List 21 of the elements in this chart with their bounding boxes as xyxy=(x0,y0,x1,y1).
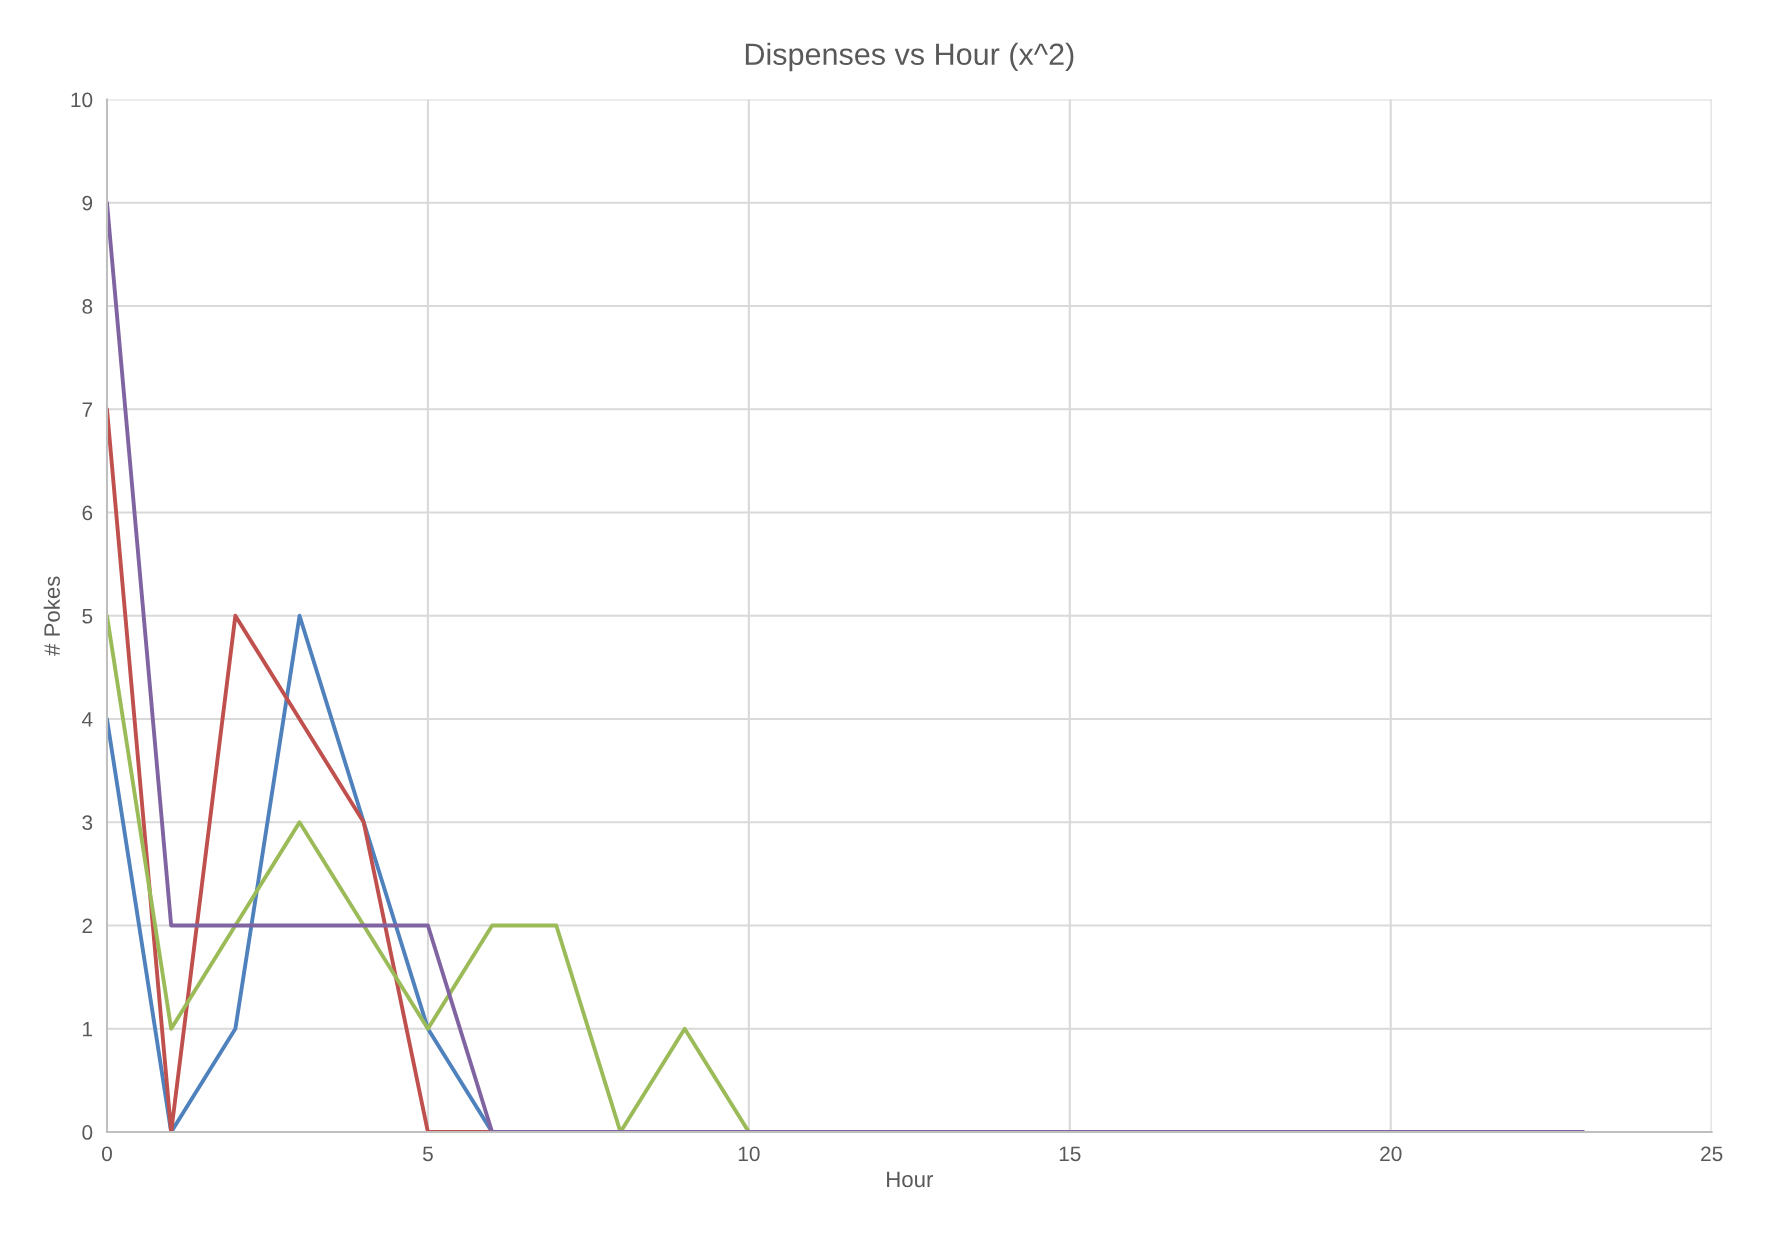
y-tick-label: 2 xyxy=(82,918,93,934)
y-tick-label: 7 xyxy=(82,402,93,417)
y-tick-label: 9 xyxy=(82,195,93,211)
line-series xyxy=(106,613,751,1133)
x-tick-label: 10 xyxy=(738,1146,760,1162)
y-axis-title: # Pokes xyxy=(43,576,60,656)
y-tick-label: 10 xyxy=(71,92,93,108)
x-tick-label: 0 xyxy=(102,1146,112,1162)
y-tick-label: 4 xyxy=(81,712,93,727)
y-tick-label: 6 xyxy=(82,505,93,521)
y-tick-label: 3 xyxy=(82,815,93,831)
y-tick-label: 1 xyxy=(83,1022,93,1037)
y-tick-label: 5 xyxy=(82,609,93,624)
x-tick-label: 20 xyxy=(1380,1146,1402,1162)
y-tick-label: 8 xyxy=(82,299,93,314)
x-tick-label: 5 xyxy=(422,1146,433,1162)
chart-title: Dispenses vs Hour (x^2) xyxy=(745,42,1074,72)
y-tick-label: 0 xyxy=(82,1125,93,1140)
x-axis-title: Hour xyxy=(887,1171,934,1188)
x-tick-label: 25 xyxy=(1701,1146,1723,1162)
x-tick-label: 15 xyxy=(1059,1146,1081,1162)
